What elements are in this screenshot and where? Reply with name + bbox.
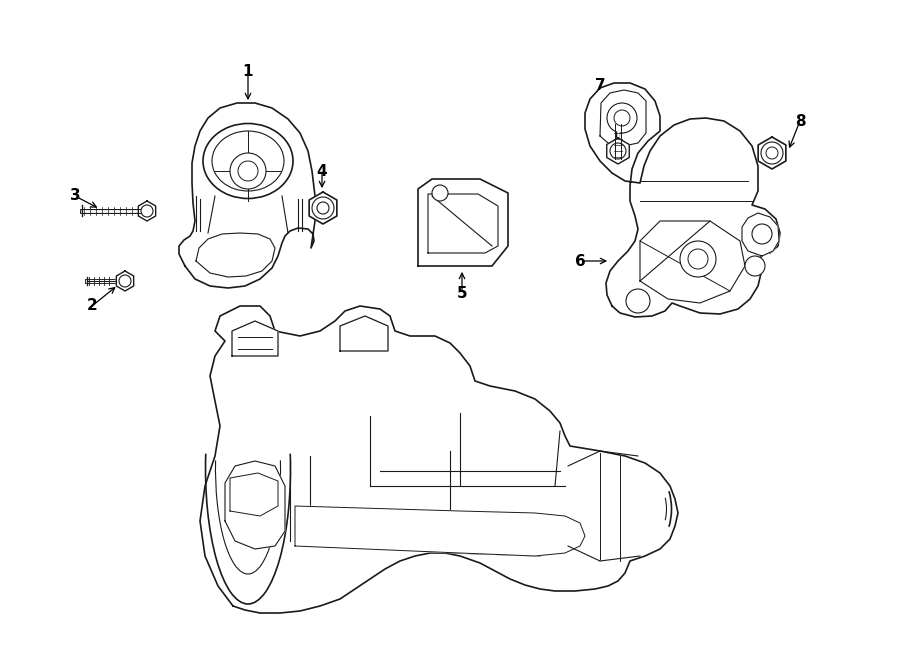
- Polygon shape: [116, 271, 134, 291]
- Text: 5: 5: [456, 286, 467, 301]
- Circle shape: [745, 256, 765, 276]
- Circle shape: [614, 110, 630, 126]
- Circle shape: [752, 224, 772, 244]
- Polygon shape: [232, 321, 278, 356]
- Circle shape: [766, 147, 778, 159]
- Text: 1: 1: [243, 63, 253, 79]
- Circle shape: [680, 241, 716, 277]
- Circle shape: [607, 103, 637, 133]
- Polygon shape: [640, 221, 745, 303]
- Circle shape: [230, 153, 266, 189]
- Polygon shape: [200, 306, 678, 613]
- Circle shape: [761, 142, 783, 164]
- Text: 2: 2: [86, 299, 97, 313]
- Polygon shape: [607, 138, 629, 164]
- Circle shape: [610, 143, 626, 159]
- Polygon shape: [295, 506, 585, 556]
- Text: 8: 8: [795, 114, 806, 128]
- Text: 7: 7: [595, 79, 606, 93]
- Circle shape: [688, 249, 708, 269]
- Polygon shape: [600, 90, 646, 146]
- Circle shape: [312, 197, 334, 219]
- Text: 6: 6: [574, 254, 585, 268]
- Polygon shape: [225, 461, 285, 549]
- Polygon shape: [340, 316, 388, 351]
- Polygon shape: [758, 137, 786, 169]
- Circle shape: [626, 289, 650, 313]
- Polygon shape: [230, 473, 278, 516]
- Polygon shape: [418, 179, 508, 266]
- Text: 3: 3: [69, 188, 80, 204]
- Polygon shape: [585, 83, 780, 317]
- Circle shape: [432, 185, 448, 201]
- Text: 4: 4: [317, 163, 328, 178]
- Polygon shape: [196, 233, 275, 277]
- Polygon shape: [309, 192, 337, 224]
- Polygon shape: [179, 103, 315, 288]
- Circle shape: [317, 202, 329, 214]
- Circle shape: [238, 161, 258, 181]
- Circle shape: [141, 205, 153, 217]
- Circle shape: [119, 275, 131, 287]
- Polygon shape: [428, 194, 498, 253]
- Polygon shape: [742, 213, 779, 256]
- Polygon shape: [139, 201, 156, 221]
